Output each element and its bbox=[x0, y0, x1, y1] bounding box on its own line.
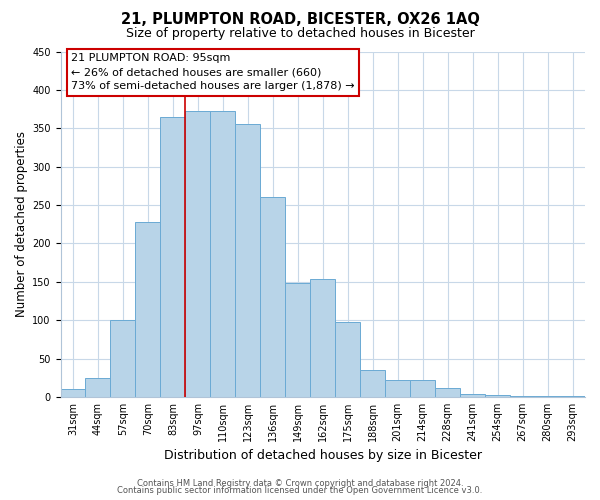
Bar bbox=[310, 280, 335, 397]
Bar bbox=[510, 396, 535, 397]
Y-axis label: Number of detached properties: Number of detached properties bbox=[15, 131, 28, 317]
Bar bbox=[385, 380, 410, 397]
Bar bbox=[160, 116, 185, 397]
Bar bbox=[235, 124, 260, 397]
Text: 21, PLUMPTON ROAD, BICESTER, OX26 1AQ: 21, PLUMPTON ROAD, BICESTER, OX26 1AQ bbox=[121, 12, 479, 28]
Text: 21 PLUMPTON ROAD: 95sqm
← 26% of detached houses are smaller (660)
73% of semi-d: 21 PLUMPTON ROAD: 95sqm ← 26% of detache… bbox=[71, 53, 355, 91]
Bar bbox=[485, 396, 510, 397]
Bar bbox=[85, 378, 110, 397]
Text: Contains HM Land Registry data © Crown copyright and database right 2024.: Contains HM Land Registry data © Crown c… bbox=[137, 478, 463, 488]
Bar bbox=[136, 222, 160, 397]
Text: Contains public sector information licensed under the Open Government Licence v3: Contains public sector information licen… bbox=[118, 486, 482, 495]
Bar bbox=[335, 322, 360, 397]
Bar bbox=[435, 388, 460, 397]
Bar bbox=[260, 198, 285, 397]
Bar bbox=[360, 370, 385, 397]
Text: Size of property relative to detached houses in Bicester: Size of property relative to detached ho… bbox=[125, 28, 475, 40]
Bar bbox=[285, 284, 310, 397]
Bar bbox=[211, 110, 235, 397]
Bar bbox=[560, 396, 585, 397]
Bar bbox=[410, 380, 435, 397]
Bar bbox=[460, 394, 485, 397]
Bar bbox=[185, 112, 211, 397]
Bar bbox=[535, 396, 560, 397]
X-axis label: Distribution of detached houses by size in Bicester: Distribution of detached houses by size … bbox=[164, 450, 482, 462]
Bar bbox=[110, 320, 136, 397]
Bar bbox=[61, 390, 85, 397]
